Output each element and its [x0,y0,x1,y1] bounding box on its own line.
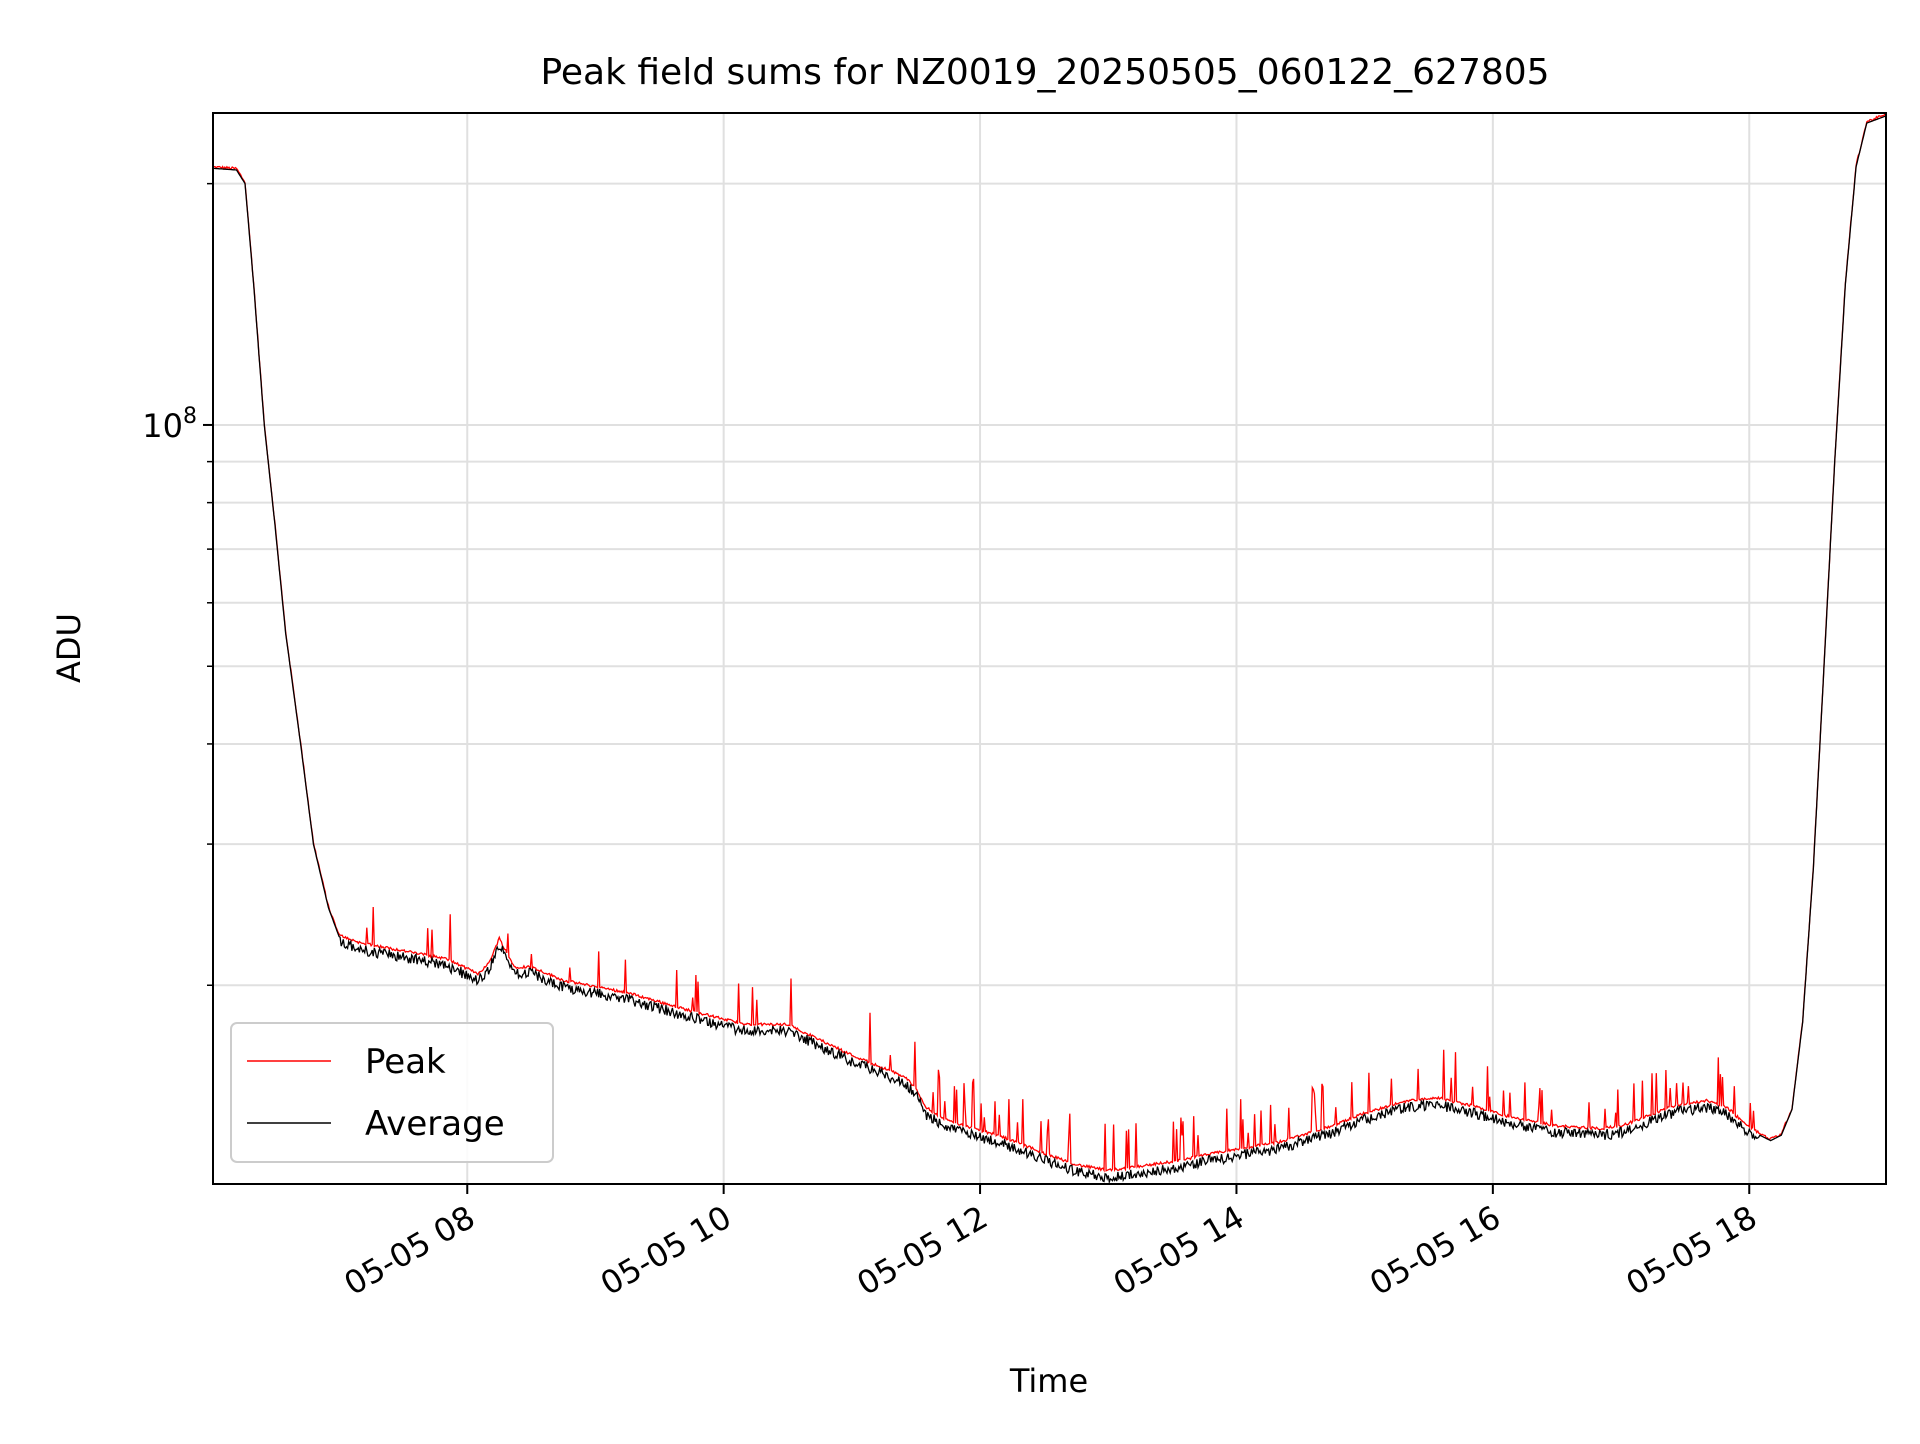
legend-peak-label: Peak [365,1042,446,1082]
grid-lines [213,113,1886,1184]
y-axis-label: ADU [50,613,88,683]
x-axis-label: Time [1009,1362,1088,1400]
legend-average-label: Average [365,1104,505,1144]
plot-frame [212,112,1887,1185]
chart-title: Peak field sums for NZ0019_20250505_0601… [540,52,1549,93]
legend: Peak Average [230,1022,554,1163]
average-series-line [212,115,1887,1185]
y-axis-ticks: 108 [142,182,213,986]
y-tick-label: 108 [142,404,197,445]
series-lines [212,112,1887,1185]
peak-series-line [212,112,1887,1173]
legend-box [230,1022,554,1163]
